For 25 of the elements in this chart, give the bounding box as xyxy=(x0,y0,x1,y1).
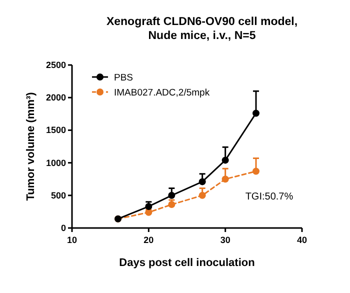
x-tick-label: 20 xyxy=(144,235,154,245)
point xyxy=(252,168,260,175)
y-axis-title: Tumor volume (mm³) xyxy=(25,92,37,201)
x-axis-title: Days post cell inoculation xyxy=(119,257,256,269)
x-tick-label: 30 xyxy=(220,235,230,245)
annotation: TGI:50.7% xyxy=(245,191,294,202)
x-tick-label: 40 xyxy=(296,235,308,245)
point xyxy=(145,202,152,210)
x-tick-label: 10 xyxy=(66,235,78,245)
point xyxy=(222,156,229,164)
y-tick-label: 1500 xyxy=(46,125,66,136)
y-tick-label: 2500 xyxy=(46,60,66,70)
point xyxy=(222,176,229,183)
legend-label: PBS xyxy=(114,72,134,84)
point xyxy=(198,192,206,199)
point xyxy=(198,178,206,186)
y-tick-label: 2000 xyxy=(46,92,66,103)
legend-label: IMAB027.ADC,2/5mpk xyxy=(114,88,210,98)
y-tick-label: 0 xyxy=(60,223,66,233)
point xyxy=(168,201,176,208)
chart-title: Xenograft CLDN6-OV90 cell model, Nude mice, i.v., N=5 xyxy=(106,16,298,42)
point xyxy=(252,110,260,117)
y-tick-label: 1000 xyxy=(46,158,66,168)
point xyxy=(168,192,176,199)
y-tick-label: 500 xyxy=(50,190,66,200)
